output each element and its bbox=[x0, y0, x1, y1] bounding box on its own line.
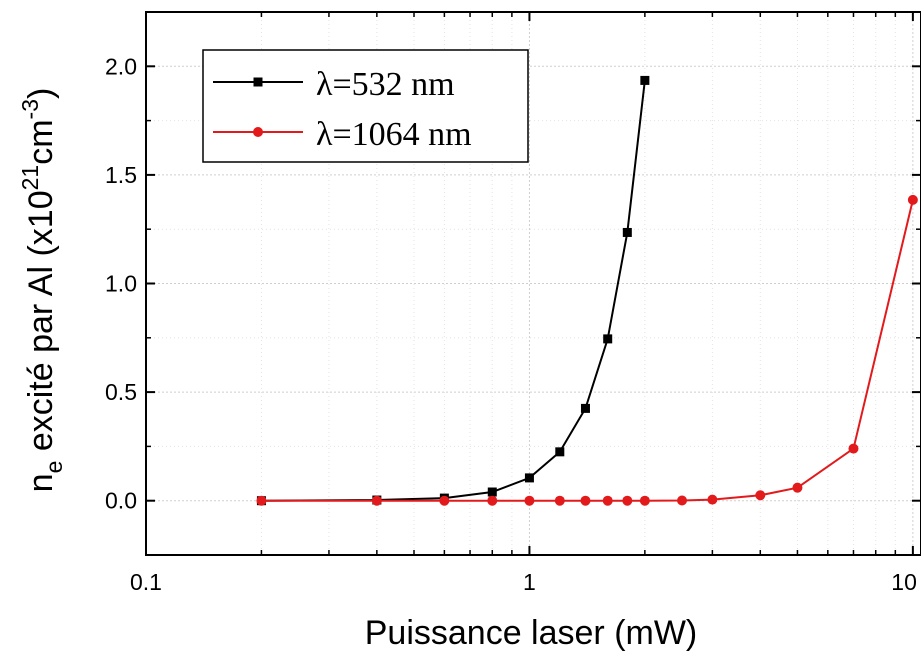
data-point-circle bbox=[602, 495, 613, 506]
data-point-circle bbox=[755, 490, 766, 501]
data-point-circle bbox=[487, 495, 498, 506]
y-axis-title: ne excité par Al (x1021cm-3) bbox=[17, 88, 67, 493]
data-point-circle bbox=[554, 495, 565, 506]
data-point-circle bbox=[580, 495, 591, 506]
axis-ticks: 0.0 0.5 1.0 1.5 2.0 0.1 1 10 bbox=[105, 12, 921, 595]
legend: λ=532 nm λ=1064 nm bbox=[202, 49, 529, 163]
grid bbox=[145, 12, 921, 555]
data-point-circle bbox=[707, 494, 718, 505]
series-layer bbox=[256, 75, 918, 506]
data-point-square bbox=[580, 403, 590, 413]
series-line-1 bbox=[261, 80, 646, 502]
data-point-circle bbox=[371, 495, 382, 506]
y-tick-label: 1.0 bbox=[105, 271, 137, 297]
y-title-end: ) bbox=[22, 88, 60, 99]
y-title-exp2: -3 bbox=[17, 99, 43, 119]
legend-label-1064: λ=1064 nm bbox=[316, 116, 472, 153]
y-tick-label: 1.5 bbox=[105, 162, 137, 188]
data-point-square bbox=[640, 75, 650, 85]
data-point-square bbox=[555, 447, 565, 457]
data-point-circle bbox=[677, 495, 688, 506]
data-point-circle bbox=[848, 443, 859, 454]
y-tick-label: 2.0 bbox=[105, 53, 137, 79]
y-title-mid: cm bbox=[22, 119, 60, 164]
data-point-circle bbox=[524, 495, 535, 506]
data-point-circle bbox=[792, 482, 803, 493]
y-title-exp1: 21 bbox=[17, 165, 43, 191]
y-tick-label: 0.0 bbox=[105, 488, 137, 514]
series-line-2 bbox=[261, 199, 914, 502]
x-tick-label: 1 bbox=[523, 569, 536, 595]
data-point-circle bbox=[439, 495, 450, 506]
data-point-square bbox=[524, 473, 534, 483]
data-point-square bbox=[603, 334, 613, 344]
x-tick-label: 10 bbox=[891, 569, 917, 595]
y-title-main: n bbox=[22, 473, 60, 492]
data-point-circle bbox=[256, 495, 267, 506]
data-point-square bbox=[487, 487, 497, 497]
legend-marker-1064 bbox=[253, 127, 263, 137]
x-axis-title: Puissance laser (mW) bbox=[365, 614, 698, 652]
y-title-subscript: e bbox=[41, 461, 67, 474]
data-point-square bbox=[622, 227, 632, 237]
legend-marker-532 bbox=[253, 77, 263, 87]
y-title-text: excité par Al (x10 bbox=[22, 190, 60, 460]
legend-box bbox=[202, 49, 529, 163]
data-point-circle bbox=[639, 495, 650, 506]
data-point-circle bbox=[907, 194, 918, 205]
y-tick-label: 0.5 bbox=[105, 379, 137, 405]
x-tick-label: 0.1 bbox=[130, 569, 162, 595]
data-point-circle bbox=[622, 495, 633, 506]
legend-label-532: λ=532 nm bbox=[316, 66, 455, 103]
